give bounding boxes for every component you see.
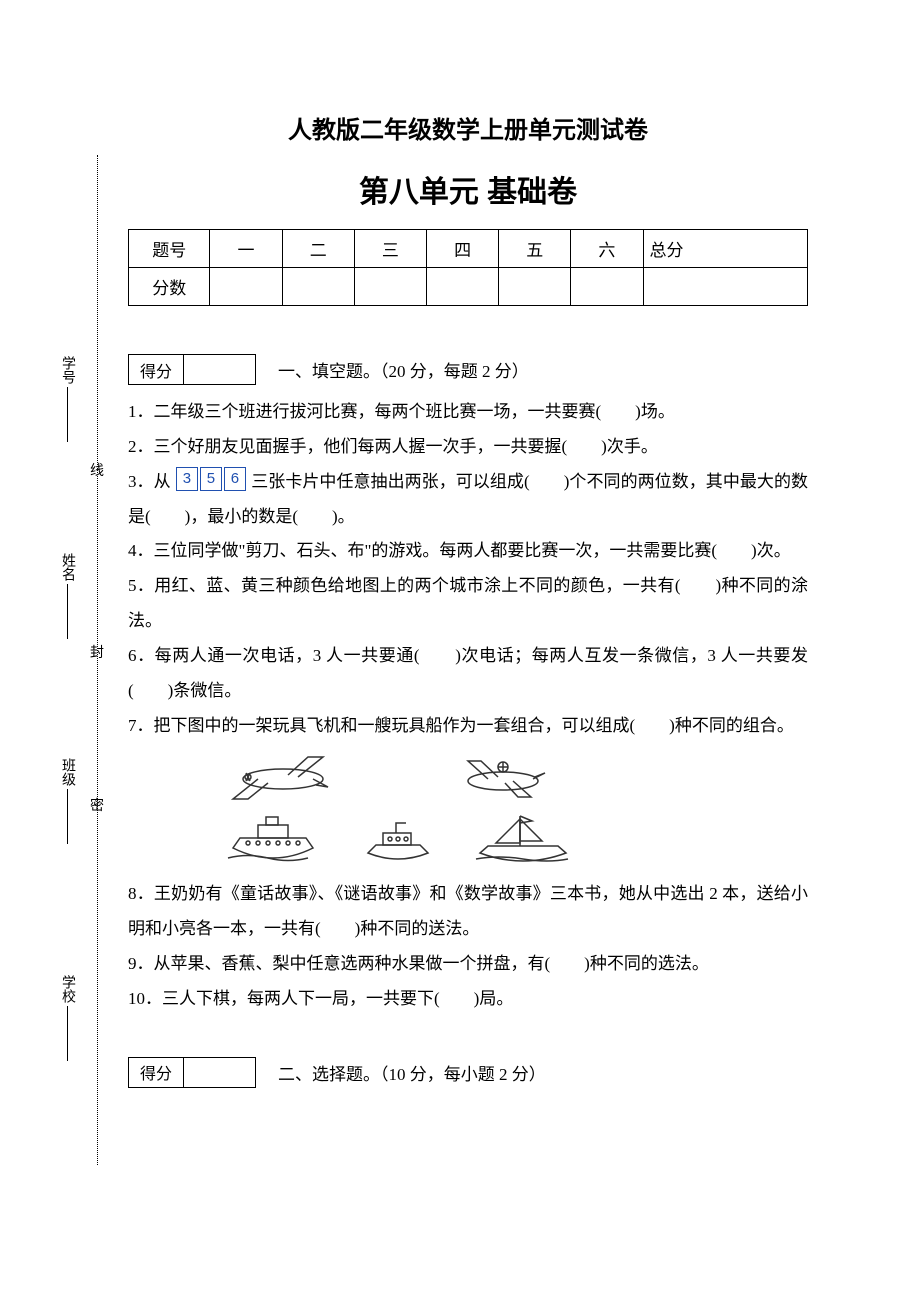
score-col: 四	[426, 230, 498, 268]
binding-underline	[67, 789, 68, 844]
score-cell	[499, 268, 571, 306]
question-5: 5．用红、蓝、黄三种颜色给地图上的两个城市涂上不同的颜色，一共有( )种不同的涂…	[128, 569, 808, 639]
binding-class-label: 班级	[57, 758, 77, 786]
toy-images	[228, 749, 808, 869]
plane-icon-1	[228, 749, 338, 805]
binding-underline	[67, 1006, 68, 1061]
boat-icon-1	[218, 813, 328, 869]
binding-school: 学校	[57, 975, 77, 1061]
score-box-label: 得分	[129, 355, 184, 385]
document-title: 人教版二年级数学上册单元测试卷	[128, 110, 808, 145]
score-col: 二	[282, 230, 354, 268]
binding-school-label: 学校	[57, 975, 77, 1003]
score-table-header: 题号 一 二 三 四 五 六 总分	[129, 230, 808, 268]
plane-icon-2	[448, 749, 558, 805]
binding-name: 姓名	[57, 553, 77, 639]
question-9: 9．从苹果、香蕉、梨中任意选两种水果做一个拼盘，有( )种不同的选法。	[128, 947, 808, 982]
card-3: 3	[176, 467, 198, 491]
score-col-total: 总分	[643, 230, 808, 268]
seal-char-feng: 封	[90, 642, 104, 662]
score-row-label: 分数	[129, 268, 210, 306]
score-cell	[426, 268, 498, 306]
score-cell	[282, 268, 354, 306]
question-6: 6．每两人通一次电话，3 人一共要通( )次电话；每两人互发一条微信，3 人一共…	[128, 639, 808, 709]
score-col: 六	[571, 230, 643, 268]
score-col: 一	[210, 230, 282, 268]
binding-class: 班级	[57, 758, 77, 844]
score-col: 五	[499, 230, 571, 268]
section-1-header: 得分 一、填空题。（20 分，每题 2 分）	[128, 354, 808, 385]
section-2-header: 得分 二、选择题。（10 分，每小题 2 分）	[128, 1057, 808, 1088]
card-6: 6	[224, 467, 246, 491]
binding-id: 学号	[57, 356, 77, 442]
question-2: 2．三个好朋友见面握手，他们每两人握一次手，一共要握( )次手。	[128, 430, 808, 465]
question-4: 4．三位同学做"剪刀、石头、布"的游戏。每两人都要比赛一次，一共需要比赛( )次…	[128, 534, 808, 569]
boat-icon-2	[358, 813, 438, 869]
toy-row-planes	[228, 749, 808, 805]
section-score-box: 得分	[128, 354, 256, 385]
binding-name-label: 姓名	[57, 553, 77, 581]
document-subtitle: 第八单元 基础卷	[128, 167, 808, 211]
question-8: 8．王奶奶有《童话故事》、《谜语故事》和《数学故事》三本书，她从中选出 2 本，…	[128, 877, 808, 947]
question-1: 1．二年级三个班进行拔河比赛，每两个班比赛一场，一共要赛( )场。	[128, 395, 808, 430]
score-cell	[571, 268, 643, 306]
score-cell	[354, 268, 426, 306]
question-10: 10．三人下棋，每两人下一局，一共要下( )局。	[128, 982, 808, 1017]
score-table-row: 分数	[129, 268, 808, 306]
question-7: 7．把下图中的一架玩具飞机和一艘玩具船作为一套组合，可以组成( )种不同的组合。	[128, 709, 808, 744]
q3-prefix: 3．从	[128, 472, 171, 491]
score-header-label: 题号	[129, 230, 210, 268]
section-2-title: 二、选择题。（10 分，每小题 2 分）	[278, 1060, 546, 1085]
score-box-value	[184, 355, 256, 385]
section-1-title: 一、填空题。（20 分，每题 2 分）	[278, 357, 529, 382]
score-table: 题号 一 二 三 四 五 六 总分 分数	[128, 229, 808, 306]
score-cell	[210, 268, 282, 306]
card-5: 5	[200, 467, 222, 491]
binding-underline	[67, 387, 68, 442]
score-box-label: 得分	[129, 1057, 184, 1087]
seal-char-xian: 线	[90, 460, 104, 480]
score-cell	[643, 268, 808, 306]
page-content: 人教版二年级数学上册单元测试卷 第八单元 基础卷 题号 一 二 三 四 五 六 …	[128, 110, 808, 1098]
binding-strip: 学校 密 班级 封 姓名 线 学号	[82, 155, 112, 1165]
binding-underline	[67, 584, 68, 639]
boat-icon-3	[468, 813, 578, 869]
score-col: 三	[354, 230, 426, 268]
seal-char-mi: 密	[90, 795, 104, 815]
question-3: 3．从 356 三张卡片中任意抽出两张，可以组成( )个不同的两位数，其中最大的…	[128, 465, 808, 535]
score-box-value	[184, 1057, 256, 1087]
section-score-box: 得分	[128, 1057, 256, 1088]
toy-row-boats	[218, 813, 808, 869]
binding-id-label: 学号	[57, 356, 77, 384]
